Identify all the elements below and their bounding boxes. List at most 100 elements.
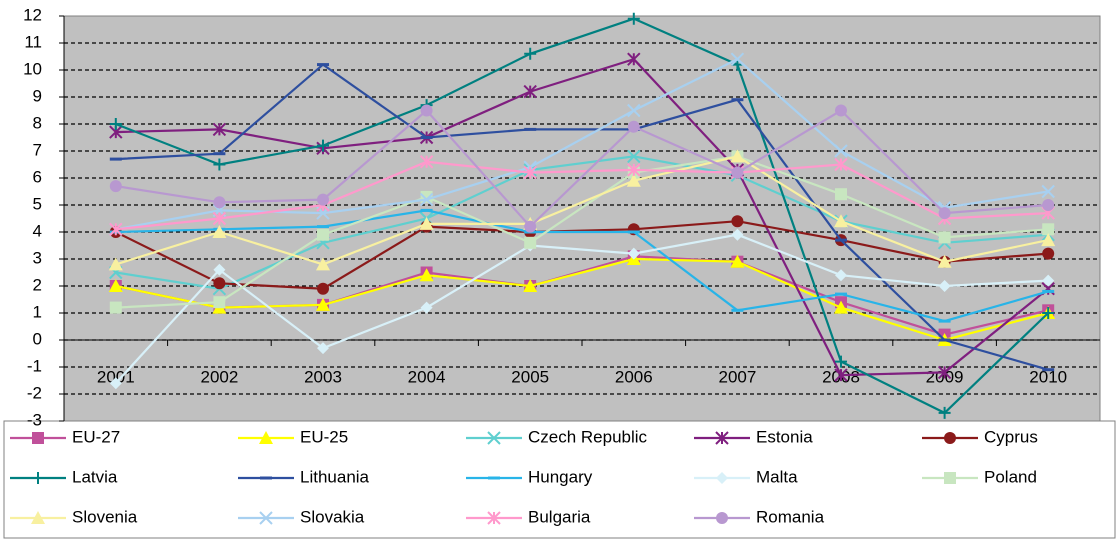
y-tick-label: 5: [33, 194, 42, 213]
marker: [419, 268, 434, 282]
legend-label: Estonia: [756, 427, 813, 446]
marker: [731, 228, 744, 241]
marker: [1042, 307, 1055, 319]
marker: [730, 52, 745, 66]
marker: [316, 297, 330, 311]
legend-label: Poland: [984, 467, 1037, 486]
marker: [523, 165, 537, 180]
marker: [834, 214, 848, 228]
marker: [213, 263, 226, 276]
marker: [419, 155, 434, 169]
marker: [937, 254, 952, 268]
series-line: [115, 57, 1049, 377]
legend-label: Slovakia: [300, 507, 365, 526]
marker: [213, 296, 226, 309]
y-tick-label: 11: [24, 32, 42, 51]
series-line: [115, 155, 1049, 309]
marker: [1042, 199, 1055, 211]
marker: [420, 104, 433, 117]
marker: [259, 511, 273, 525]
marker: [835, 104, 847, 117]
marker: [109, 118, 122, 130]
marker: [212, 211, 227, 226]
marker: [109, 180, 122, 193]
marker: [834, 300, 848, 314]
y-tick-label: 9: [33, 86, 42, 105]
marker: [419, 216, 434, 230]
legend-label: Latvia: [72, 467, 118, 486]
marker: [730, 254, 745, 268]
marker: [627, 12, 640, 25]
y-tick-label: 0: [33, 329, 42, 348]
x-tick-label: 2006: [615, 367, 653, 386]
marker: [627, 149, 641, 164]
legend-label: Bulgaria: [528, 507, 591, 526]
y-tick-label: 7: [33, 140, 42, 159]
marker: [834, 368, 848, 382]
marker: [730, 149, 745, 163]
marker: [316, 257, 330, 271]
series-line: [114, 233, 1049, 384]
marker: [109, 222, 123, 237]
marker: [213, 196, 226, 209]
marker: [1041, 184, 1055, 199]
marker: [627, 163, 641, 177]
marker: [317, 282, 329, 295]
y-tick-label: 6: [33, 167, 42, 186]
marker: [944, 472, 956, 484]
marker: [1042, 247, 1055, 260]
legend-label: Cyprus: [984, 427, 1038, 446]
y-tick-label: -3: [27, 410, 42, 429]
marker: [109, 301, 122, 314]
marker: [419, 192, 434, 207]
marker: [835, 355, 847, 368]
legend-label: Slovenia: [72, 507, 138, 526]
marker: [627, 120, 640, 133]
series-line: [115, 108, 1049, 229]
series-line: [115, 160, 1049, 231]
legend-label: EU-27: [72, 427, 120, 446]
legend-label: Malta: [756, 467, 798, 486]
x-tick-label: 2005: [511, 367, 549, 386]
y-tick-label: 4: [33, 221, 42, 240]
legend-label: EU-25: [300, 427, 348, 446]
marker: [524, 236, 537, 249]
y-tick-label: 2: [33, 275, 42, 294]
marker: [834, 157, 848, 172]
marker: [108, 279, 123, 292]
marker: [32, 432, 44, 444]
marker: [1042, 223, 1055, 236]
series-line: [115, 17, 1049, 415]
marker: [108, 257, 123, 271]
marker: [627, 103, 641, 118]
marker: [212, 122, 227, 137]
marker: [715, 431, 729, 445]
marker: [937, 365, 952, 380]
marker: [716, 512, 728, 524]
marker: [487, 431, 501, 445]
marker: [627, 52, 641, 66]
series-line: [115, 220, 1049, 290]
marker: [213, 277, 226, 290]
x-tick-label: 2003: [304, 367, 342, 386]
marker: [944, 432, 956, 444]
series-line: [115, 155, 1049, 290]
marker: [731, 215, 744, 228]
x-tick-label: 2007: [718, 367, 756, 386]
legend-label: Lithuania: [300, 467, 370, 486]
marker: [626, 173, 641, 187]
x-tick-label: 2002: [200, 367, 238, 386]
marker: [731, 166, 744, 179]
marker: [212, 225, 227, 238]
series-line: [115, 257, 1049, 342]
y-tick-label: -1: [27, 356, 42, 375]
series-line: [115, 209, 1049, 323]
marker: [938, 207, 951, 220]
marker: [938, 280, 951, 292]
y-tick-label: 1: [33, 302, 42, 321]
y-tick-label: 3: [33, 248, 42, 267]
marker: [938, 231, 951, 244]
marker: [317, 342, 329, 355]
marker: [317, 193, 329, 206]
marker: [523, 84, 537, 99]
